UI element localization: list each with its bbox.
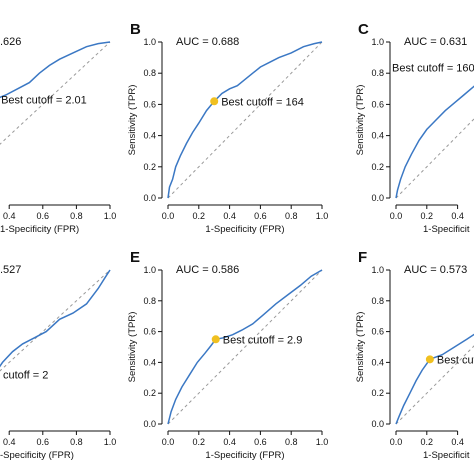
best-cutoff-point [425,355,434,364]
y-tick-label: 0.2 [143,162,156,172]
y-tick-label: 1.0 [371,37,384,47]
x-tick-label: 0.6 [254,437,267,447]
roc-curve [0,41,111,99]
x-tick-label: 1.0 [316,437,329,447]
roc-curve [167,269,323,425]
y-axis-label: Sensitivity (TPR) [355,85,366,156]
best-cutoff-label: Best cutoff [437,354,474,366]
diagonal-reference-line [0,41,111,145]
y-tick-label: 1.0 [143,37,156,47]
y-axis-label: Sensitivity (TPR) [127,85,138,156]
diagonal-reference-line [395,345,474,425]
y-tick-label: 0.4 [371,131,384,141]
panel-letter: F [358,249,367,266]
panel-letter: C [358,21,369,38]
x-axis-label: -Specificity (FPR) [0,450,74,461]
x-axis-label: 1-Specificity (FPR) [0,224,79,235]
x-tick-label: 0.0 [162,211,175,221]
x-axis-label: 1-Specificity (FPR) [205,224,284,235]
x-tick-label: 0.2 [193,437,206,447]
roc-panel-3: .527 cutoff = 2 0.4 0.6 0.8 1.0 -Specificity (… [0,264,116,461]
x-tick-label: 0.8 [285,437,298,447]
y-tick-label: 0.4 [143,131,156,141]
x-tick-label: 0.4 [451,437,464,447]
x-tick-label: 0.2 [421,437,434,447]
y-tick-label: 0.2 [371,162,384,172]
roc-panel-0: .626 Best cutoff = 2.01 0.4 0.6 0.8 1.0 1-Spec… [0,36,116,235]
y-tick-label: 0.8 [371,296,384,306]
y-tick-label: 0.2 [371,388,384,398]
diagonal-reference-line [167,41,323,199]
y-tick-label: 0.6 [371,327,384,337]
x-tick-label: 0.4 [3,437,16,447]
panel-letter: E [130,249,140,266]
y-tick-label: 0.2 [143,388,156,398]
x-axis-label: 1-Specificit [423,224,470,235]
auc-label: .527 [0,264,21,276]
y-tick-label: 0.8 [143,68,156,78]
diagonal-reference-line [0,269,111,372]
x-tick-label: 0.0 [162,437,175,447]
roc-panel-5: AUC = 0.573 Best cutoff 0.0 0.2 0.4 0.6 0.8 1.0… [355,249,474,461]
x-tick-label: 0.0 [390,211,403,221]
auc-label: .626 [0,36,21,48]
y-tick-label: 0.4 [143,357,156,367]
y-tick-label: 0.6 [143,99,156,109]
x-axis-label: 1-Specificity (FPR) [205,450,284,461]
diagonal-reference-line [167,269,323,425]
x-tick-label: 0.4 [223,437,236,447]
x-tick-label: 0.6 [254,211,267,221]
x-tick-label: 0.4 [223,211,236,221]
x-tick-label: 0.8 [70,437,83,447]
best-cutoff-label: Best cutoff = 2.01 [1,95,87,107]
y-tick-label: 0.8 [143,296,156,306]
roc-curve [395,333,474,425]
y-tick-label: 1.0 [371,265,384,275]
x-tick-label: 0.8 [285,211,298,221]
y-tick-label: 0.0 [143,193,156,203]
best-cutoff-point [210,97,219,106]
diagonal-reference-line [395,118,474,199]
x-tick-label: 0.2 [193,211,206,221]
best-cutoff-point [211,335,220,344]
roc-panel-4: AUC = 0.586 Best cutoff = 2.9 0.0 0.2 0.4 0.6… [127,249,328,461]
best-cutoff-label: cutoff = 2 [3,370,48,382]
y-axis-label: Sensitivity (TPR) [127,312,138,383]
x-tick-label: 1.0 [316,211,329,221]
roc-curve [167,41,323,199]
y-axis-label: Sensitivity (TPR) [355,312,366,383]
x-tick-label: 0.6 [37,211,50,221]
x-tick-label: 0.4 [3,211,16,221]
roc-panel-1: AUC = 0.688 Best cutoff = 164 0.0 0.2 0.4 0.6… [127,21,328,235]
roc-curve [395,85,474,199]
y-tick-label: 0.6 [143,327,156,337]
x-tick-label: 1.0 [104,437,117,447]
x-tick-label: 0.8 [70,211,83,221]
x-tick-label: 0.2 [421,211,434,221]
best-cutoff-label: Best cutoff = 2.9 [223,334,303,346]
y-tick-label: 1.0 [143,265,156,275]
roc-curve [0,269,111,368]
y-tick-label: 0.6 [371,99,384,109]
x-tick-label: 0.0 [390,437,403,447]
roc-panel-2: AUC = 0.631 Best cutoff = 160 0.0 0.2 0.4 0.6… [355,21,474,235]
best-cutoff-label: Best cutoff = 160 [392,63,474,75]
auc-label: AUC = 0.688 [176,36,239,48]
y-tick-label: 0.4 [371,357,384,367]
y-tick-label: 0.0 [143,419,156,429]
auc-label: AUC = 0.631 [404,36,467,48]
y-tick-label: 0.0 [371,419,384,429]
auc-label: AUC = 0.573 [404,264,467,276]
x-tick-label: 0.4 [451,211,464,221]
x-tick-label: 1.0 [104,211,117,221]
x-tick-label: 0.6 [37,437,50,447]
x-axis-label: 1-Specificit [423,450,470,461]
y-tick-label: 0.0 [371,193,384,203]
best-cutoff-label: Best cutoff = 164 [221,96,304,108]
auc-label: AUC = 0.586 [176,264,239,276]
panel-letter: B [130,21,141,38]
y-tick-label: 0.8 [371,68,384,78]
